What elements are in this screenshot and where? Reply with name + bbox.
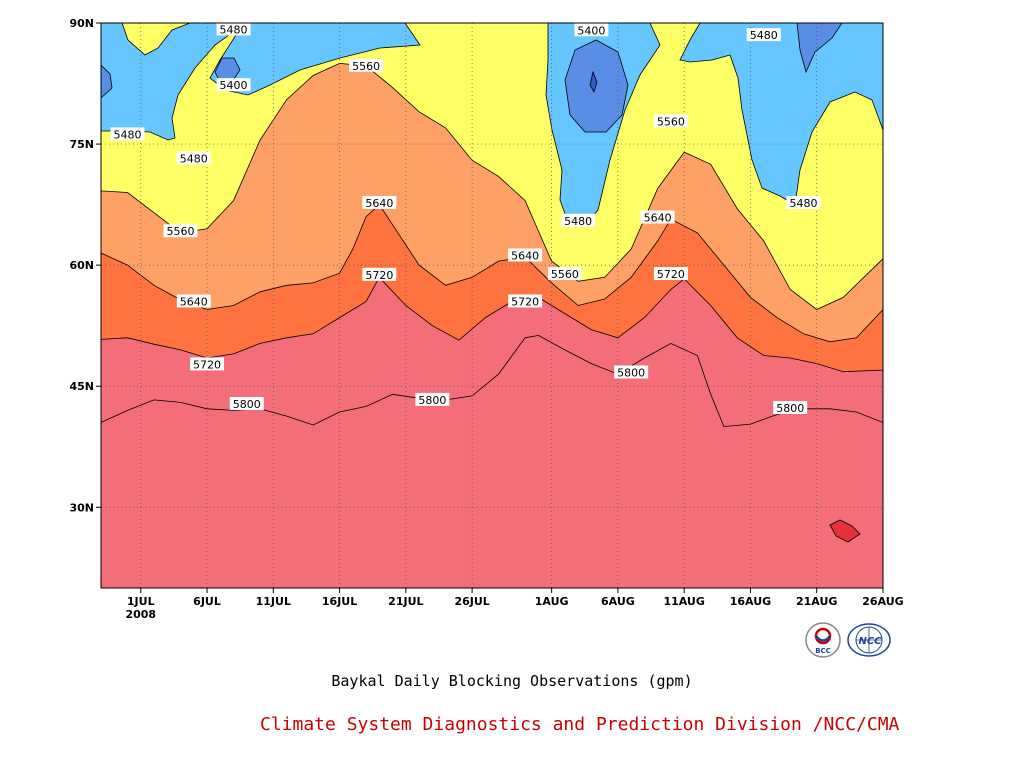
y-tick-label: 30N: [69, 501, 94, 514]
plot-area: 5480 5400 5480 5480 5560 5640 5720 5800 5560 5640…: [101, 23, 883, 588]
contour-label: 5560: [653, 114, 688, 128]
plot-frame: [100, 22, 884, 589]
chart-title: Baykal Daily Blocking Observations (gpm): [331, 672, 693, 690]
contour-label: 5640: [362, 195, 397, 210]
svg-text:5480: 5480: [220, 23, 248, 36]
y-tick-label: 75N: [69, 138, 94, 151]
svg-text:BCC: BCC: [815, 647, 831, 655]
contour-label: 5720: [190, 357, 225, 371]
contour-label: 5400: [216, 78, 251, 92]
svg-text:5480: 5480: [750, 29, 778, 42]
region-below-5400-e: [796, 23, 843, 74]
contour-label: 5800: [614, 365, 649, 379]
y-tick-label: 45N: [69, 380, 94, 393]
contour-label: 5640: [640, 210, 675, 225]
contour-label: 5400: [574, 23, 609, 37]
region-5480-5560: [101, 23, 883, 310]
y-tick-label: 60N: [69, 259, 94, 272]
region-below-5400-c: [564, 39, 629, 133]
svg-text:5800: 5800: [418, 394, 446, 407]
region-5400-5480-west: [101, 23, 241, 141]
svg-text:5480: 5480: [564, 215, 592, 228]
x-tick-label: 16JUL: [322, 595, 357, 608]
y-tick-label: 90N: [69, 17, 94, 30]
svg-text:5480: 5480: [789, 197, 817, 210]
contour-labels: 5480 5400 5480 5480 5560 5640 5720 5800 5560 5640…: [110, 23, 821, 415]
svg-text:5720: 5720: [365, 269, 393, 282]
region-below-5400-a: [101, 64, 113, 99]
region-above-5880: [829, 519, 861, 543]
chart: 5480 5400 5480 5480 5560 5640 5720 5800 5560 5640…: [69, 17, 904, 621]
svg-text:5720: 5720: [511, 295, 539, 308]
svg-text:5480: 5480: [114, 128, 142, 141]
contour-label: 5560: [547, 267, 582, 281]
x-tick-label: 16AUG: [730, 595, 771, 608]
contour-lines: [101, 62, 883, 428]
svg-text:NCC: NCC: [858, 636, 882, 647]
contour-label: 5480: [216, 23, 251, 36]
contour-label: 5480: [561, 213, 596, 228]
svg-text:5800: 5800: [233, 398, 261, 411]
region-5400-5480-top: [209, 23, 421, 96]
region-below-5400-d: [589, 70, 598, 94]
svg-text:5640: 5640: [365, 197, 393, 210]
svg-text:5720: 5720: [193, 358, 221, 371]
x-tick-label: 26AUG: [862, 595, 903, 608]
contour-label: 5560: [163, 224, 198, 238]
x-tick-label: 21AUG: [796, 595, 837, 608]
x-tick-label: 6AUG: [601, 595, 635, 608]
svg-text:5560: 5560: [657, 115, 685, 128]
svg-text:5480: 5480: [180, 153, 208, 166]
y-axis: 30N 45N 60N 75N 90N: [69, 17, 101, 514]
contour-label: 5560: [349, 58, 384, 73]
x-tick-label: 21JUL: [388, 595, 423, 608]
ncc-logo: NCC: [846, 621, 892, 659]
contour-label: 5480: [110, 127, 145, 141]
svg-text:5800: 5800: [617, 366, 645, 379]
x-tick-label: 26JUL: [454, 595, 489, 608]
contour-line-5800: [101, 334, 883, 428]
svg-text:5640: 5640: [644, 212, 672, 225]
svg-text:5640: 5640: [180, 295, 208, 308]
contour-label: 5480: [746, 28, 781, 42]
svg-text:5640: 5640: [511, 249, 539, 262]
x-tick-label: 6JUL: [193, 595, 221, 608]
footer-credit: Climate System Diagnostics and Predictio…: [260, 714, 900, 735]
bcc-logo: BCC: [804, 621, 842, 659]
contour-line-5640: [101, 203, 883, 343]
contour-label: 5720: [362, 267, 397, 282]
contour-line-5720: [101, 276, 883, 373]
svg-text:5720: 5720: [657, 268, 685, 281]
x-tick-label: 1JUL: [127, 595, 155, 608]
contour-label: 5800: [773, 401, 808, 415]
svg-text:5560: 5560: [352, 60, 380, 73]
svg-text:5800: 5800: [776, 402, 804, 415]
contour-label: 5640: [508, 248, 543, 262]
contour-label: 5800: [415, 392, 450, 407]
contour-label: 5480: [786, 195, 821, 210]
svg-text:5400: 5400: [577, 24, 605, 37]
region-5400-5480-east: [679, 23, 883, 206]
x-tick-sublabel: 2008: [125, 608, 156, 621]
svg-text:5560: 5560: [551, 268, 579, 281]
contour-label: 5720: [653, 267, 688, 281]
contour-label: 5480: [176, 151, 211, 166]
contour-line-5560: [101, 62, 883, 310]
x-tick-label: 11AUG: [663, 595, 704, 608]
svg-text:5560: 5560: [167, 225, 195, 238]
contour-label: 5720: [508, 294, 543, 308]
contour-label: 5640: [176, 294, 211, 308]
x-tick-label: 1AUG: [535, 595, 569, 608]
contour-label: 5800: [229, 396, 264, 411]
x-tick-label: 11JUL: [256, 595, 291, 608]
svg-text:5400: 5400: [220, 79, 248, 92]
